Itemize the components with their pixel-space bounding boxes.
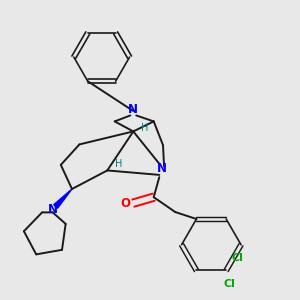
Text: N: N — [128, 103, 138, 116]
Text: Cl: Cl — [224, 279, 236, 289]
Text: N: N — [157, 162, 167, 175]
Text: H: H — [141, 123, 148, 133]
Polygon shape — [54, 189, 72, 208]
Text: O: O — [120, 196, 130, 210]
Text: H: H — [115, 159, 122, 169]
Text: Cl: Cl — [231, 253, 243, 263]
Text: N: N — [48, 203, 58, 216]
